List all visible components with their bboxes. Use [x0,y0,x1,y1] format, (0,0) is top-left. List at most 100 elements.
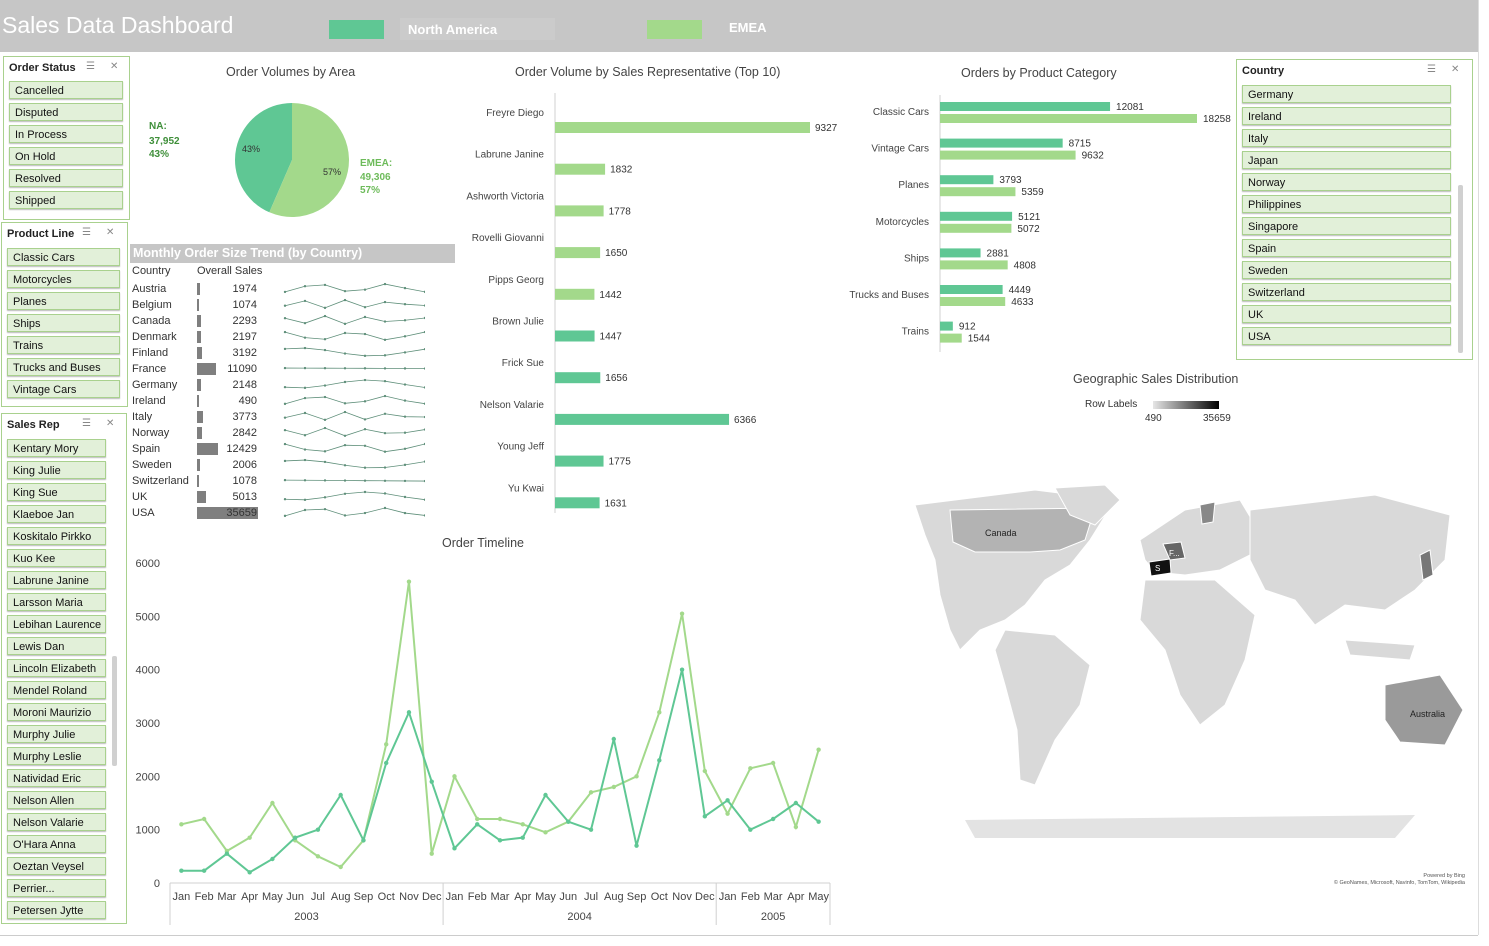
slicer-item-disputed[interactable]: Disputed [9,103,123,121]
slicer-item-in-process[interactable]: In Process [9,125,123,143]
slicer-item-uk[interactable]: UK [1242,305,1451,323]
slicer-item-king-julie[interactable]: King Julie [7,461,106,479]
timeline-point-s1[interactable] [497,816,503,822]
map-africa[interactable] [1139,579,1256,726]
timeline-point-s1[interactable] [679,611,685,616]
multi-select-icon[interactable]: ☰ [86,61,95,72]
timeline-point-s0[interactable] [520,835,525,840]
slicer-item-vintage-cars[interactable]: Vintage Cars [7,380,120,398]
slicer-item-resolved[interactable]: Resolved [9,169,123,187]
slicer-item-lewis-dan[interactable]: Lewis Dan [7,637,106,655]
category-bar-vintage-cars-s1[interactable] [940,150,1076,160]
category-bar-trucks-and-buses-s1[interactable] [940,297,1006,306]
slicer-item-natividad-eric[interactable]: Natividad Eric [7,769,106,787]
category-bar-ships-s0[interactable] [940,248,981,258]
timeline-point-s1[interactable] [725,811,730,816]
slicer-item-switzerland[interactable]: Switzerland [1242,283,1451,301]
clear-filter-icon[interactable]: ✕ [1451,64,1460,75]
category-bar-motorcycles-s0[interactable] [940,211,1013,221]
map-antarctica[interactable] [965,815,1415,838]
timeline-point-s0[interactable] [679,667,685,672]
rep-bar-young-jeff[interactable] [555,455,604,467]
timeline-point-s1[interactable] [429,851,434,856]
slicer-item-murphy-julie[interactable]: Murphy Julie [7,725,106,743]
category-bar-classic-cars-s0[interactable] [940,102,1111,111]
timeline-point-s1[interactable] [270,800,275,806]
timeline-point-s0[interactable] [793,800,799,806]
clear-filter-icon[interactable]: ✕ [106,418,115,429]
timeline-point-s1[interactable] [452,774,457,779]
timeline-point-s0[interactable] [566,819,571,824]
timeline-point-s1[interactable] [384,742,389,747]
slicer-item-japan[interactable]: Japan [1242,151,1451,169]
sales-rep-scrollbar[interactable] [112,656,117,766]
category-bar-ships-s1[interactable] [940,260,1008,270]
timeline-point-s0[interactable] [725,798,730,803]
rep-bar-labrune-janine[interactable] [555,163,606,175]
slicer-item-spain[interactable]: Spain [1242,239,1451,257]
timeline-point-s0[interactable] [224,851,230,856]
slicer-item-labrune-janine[interactable]: Labrune Janine [7,571,106,589]
timeline-point-s0[interactable] [384,760,389,766]
timeline-point-s1[interactable] [179,822,184,827]
slicer-item-lincoln-elizabeth[interactable]: Lincoln Elizabeth [7,659,106,677]
rep-bar-brown-julie[interactable] [555,330,595,342]
world-map[interactable]: Canada Australia F... S [855,480,1465,845]
slicer-item-murphy-leslie[interactable]: Murphy Leslie [7,747,106,765]
timeline-point-s0[interactable] [588,827,594,832]
rep-bar-freyre-diego[interactable] [555,122,810,133]
timeline-point-s1[interactable] [611,784,616,790]
map-australia[interactable] [1384,674,1464,746]
map-japan[interactable] [1419,549,1434,581]
slicer-item-on-hold[interactable]: On Hold [9,147,123,165]
rep-bar-pipps-georg[interactable] [555,288,595,300]
category-bar-trains-s0[interactable] [940,321,953,331]
slicer-item-motorcycles[interactable]: Motorcycles [7,270,120,288]
slicer-item-mendel-roland[interactable]: Mendel Roland [7,681,106,699]
timeline-point-s0[interactable] [748,827,753,832]
timeline-point-s1[interactable] [657,710,662,715]
slicer-item-larsson-maria[interactable]: Larsson Maria [7,593,106,611]
timeline-point-s1[interactable] [543,830,548,835]
slicer-item-shipped[interactable]: Shipped [9,191,123,209]
multi-select-icon[interactable]: ☰ [82,418,91,429]
slicer-item-cancelled[interactable]: Cancelled [9,81,123,99]
timeline-point-s1[interactable] [315,854,321,859]
timeline-point-s0[interactable] [315,827,321,832]
slicer-item-moroni-maurizio[interactable]: Moroni Maurizio [7,703,106,721]
timeline-point-s0[interactable] [475,822,480,827]
timeline-point-s0[interactable] [247,870,252,875]
category-bar-vintage-cars-s0[interactable] [940,138,1063,148]
country-scrollbar[interactable] [1458,185,1463,353]
slicer-item-trains[interactable]: Trains [7,336,120,354]
timeline-point-s0[interactable] [702,814,708,819]
multi-select-icon[interactable]: ☰ [1427,64,1436,75]
timeline-point-s0[interactable] [634,843,639,848]
slicer-item-nelson-valarie[interactable]: Nelson Valarie [7,813,106,831]
timeline-point-s1[interactable] [770,760,776,766]
timeline-point-s0[interactable] [657,758,662,763]
category-bar-classic-cars-s1[interactable] [940,114,1197,123]
slicer-item-ships[interactable]: Ships [7,314,120,332]
category-bar-planes-s0[interactable] [940,175,994,185]
map-norway[interactable] [1199,501,1216,525]
timeline-point-s0[interactable] [201,868,207,873]
timeline-point-s1[interactable] [247,835,252,840]
slicer-item-italy[interactable]: Italy [1242,129,1451,147]
map-indonesia[interactable] [1344,639,1416,661]
slicer-item-usa[interactable]: USA [1242,327,1451,345]
timeline-point-s1[interactable] [475,816,480,822]
timeline-point-s1[interactable] [588,790,594,795]
slicer-item-kuo-kee[interactable]: Kuo Kee [7,549,106,567]
timeline-point-s0[interactable] [497,838,503,843]
timeline-point-s0[interactable] [406,710,412,715]
map-spain[interactable] [1148,558,1172,577]
slicer-item-klaeboe-jan[interactable]: Klaeboe Jan [7,505,106,523]
timeline-point-s1[interactable] [634,774,639,779]
slicer-item-nelson-allen[interactable]: Nelson Allen [7,791,106,809]
category-bar-trucks-and-buses-s0[interactable] [940,285,1003,294]
timeline-line-s1[interactable] [181,581,820,869]
slicer-item-oeztan-veysel[interactable]: Oeztan Veysel [7,857,106,875]
timeline-point-s0[interactable] [361,838,366,843]
map-greenland[interactable] [1054,484,1121,526]
